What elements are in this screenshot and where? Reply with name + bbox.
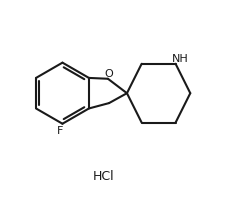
Text: NH: NH	[172, 54, 188, 64]
Text: F: F	[57, 126, 63, 136]
Text: HCl: HCl	[92, 170, 114, 183]
Text: O: O	[104, 69, 113, 79]
